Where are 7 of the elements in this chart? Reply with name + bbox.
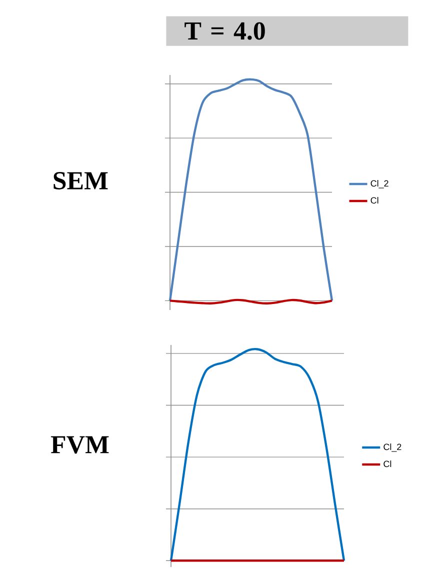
legend-label: Cl_2 [370, 180, 388, 188]
chart-title: T = 4.0 [184, 22, 265, 40]
legend-label: Cl [384, 460, 392, 468]
legend-label: Cl_2 [384, 444, 402, 452]
y-axis-title: FVM [50, 436, 109, 454]
y-axis-title: SEM [54, 172, 108, 190]
legend-label: Cl [370, 196, 378, 204]
